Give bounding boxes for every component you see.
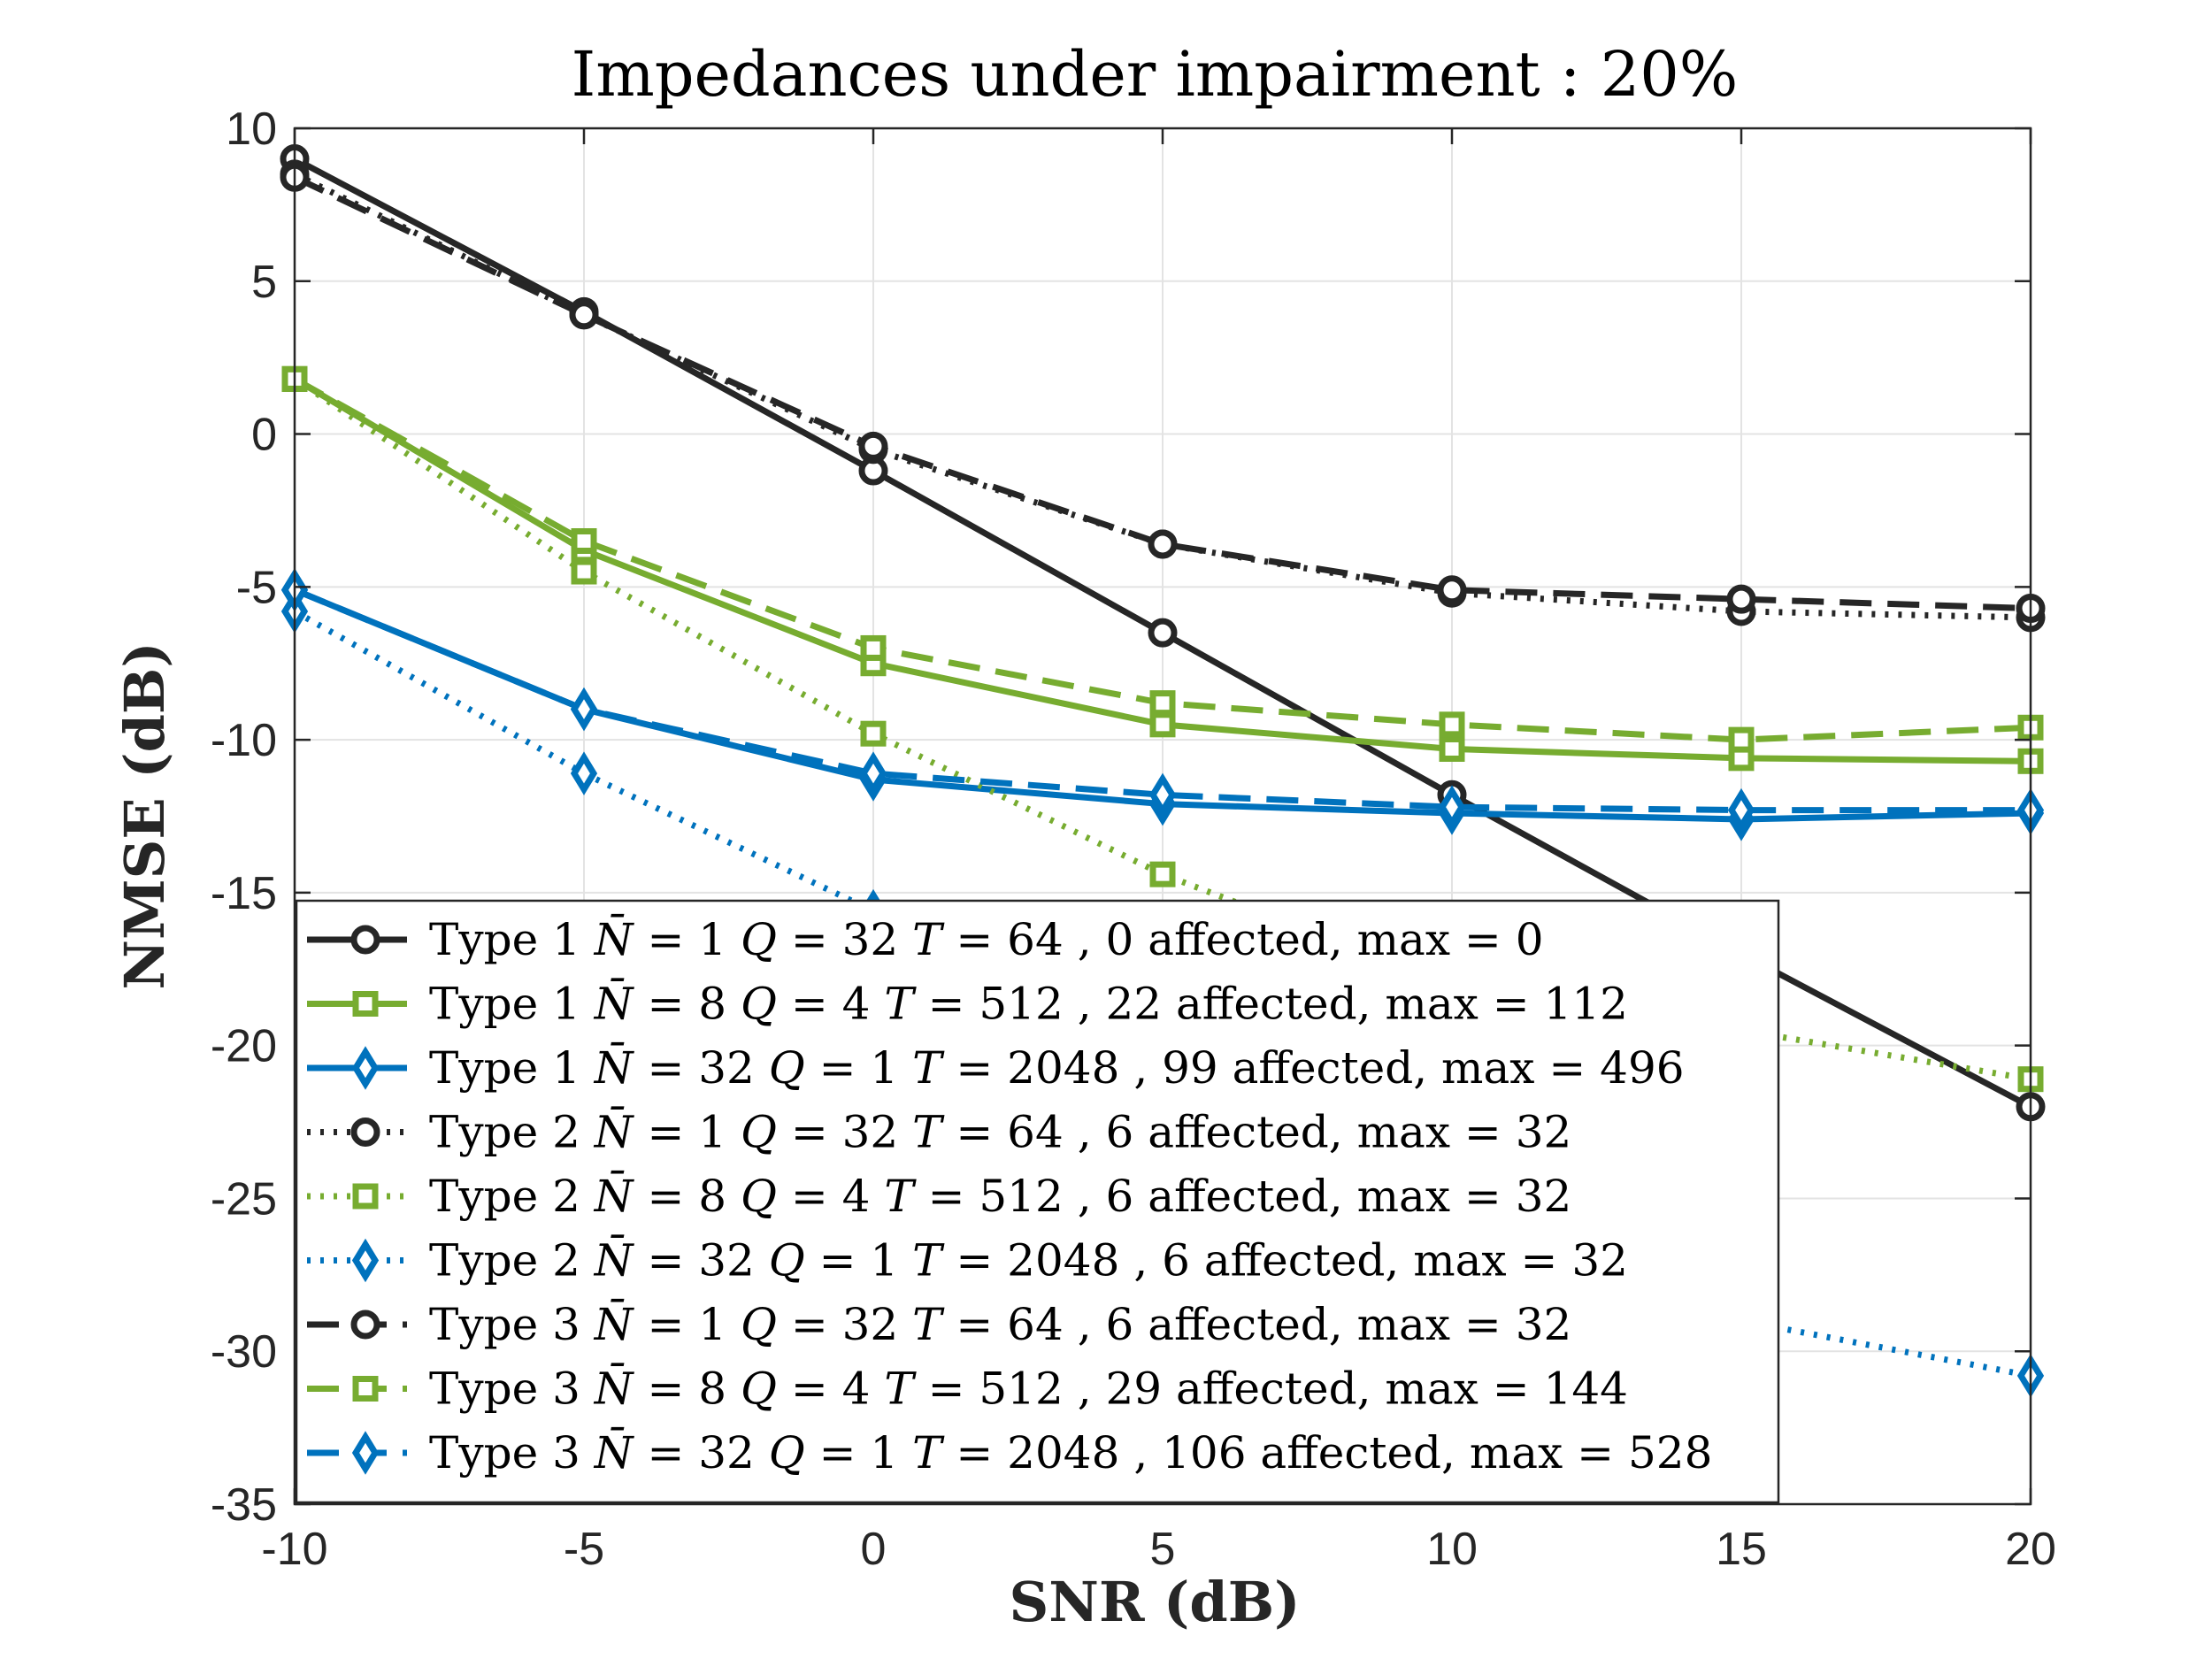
x-tick-label: 15 xyxy=(1716,1524,1767,1575)
legend-label: Type 3 N̄ = 8 Q = 4 T = 512 , 29 affecte… xyxy=(429,1362,1628,1414)
diamond-marker xyxy=(1727,787,1755,833)
circle-marker xyxy=(350,1310,380,1340)
axis-ticks: -10 -5 0 5 10 15 20 10 5 0 -5 -10 -15 -20 -25 -30 -35 xyxy=(211,104,2056,1575)
legend: Type 1 N̄ = 1 Q = 32 T = 64 , 0 affected… xyxy=(295,899,1780,1504)
square-marker xyxy=(1149,861,1176,887)
y-tick-label: -15 xyxy=(211,868,277,919)
diamond-marker xyxy=(351,1046,380,1090)
x-tick-label: 10 xyxy=(1426,1524,1478,1575)
square-marker xyxy=(1149,690,1176,717)
legend-entry: Type 3 N̄ = 32 Q = 1 T = 2048 , 106 affe… xyxy=(307,1426,1712,1479)
legend-entry: Type 2 N̄ = 8 Q = 4 T = 512 , 6 affected… xyxy=(307,1170,1571,1222)
legend-label: Type 2 N̄ = 8 Q = 4 T = 512 , 6 affected… xyxy=(429,1170,1571,1222)
diamond-marker xyxy=(1438,785,1466,829)
legend-entry: Type 1 N̄ = 32 Q = 1 T = 2048 , 99 affec… xyxy=(307,1041,1685,1094)
diamond-marker xyxy=(1148,772,1177,818)
legend-entry: Type 2 N̄ = 1 Q = 32 T = 64 , 6 affected… xyxy=(307,1105,1571,1158)
x-axis-label: SNR (dB) xyxy=(1010,1570,1301,1634)
x-tick-label: 5 xyxy=(1150,1524,1176,1575)
legend-label: Type 3 N̄ = 1 Q = 32 T = 64 , 6 affected… xyxy=(429,1298,1571,1350)
square-marker xyxy=(1728,726,1755,753)
circle-marker xyxy=(1437,575,1467,605)
legend-entry: Type 1 N̄ = 1 Q = 32 T = 64 , 0 affected… xyxy=(307,913,1544,965)
square-marker xyxy=(860,720,887,747)
square-marker xyxy=(1439,711,1465,738)
square-marker xyxy=(1439,735,1465,762)
circle-marker xyxy=(1148,618,1178,648)
series-9 xyxy=(280,568,2045,833)
legend-box xyxy=(295,899,1780,1504)
x-tick-label: -10 xyxy=(261,1524,327,1575)
y-tick-label: -20 xyxy=(211,1021,277,1072)
x-tick-label: -5 xyxy=(564,1524,604,1575)
y-tick-label: -10 xyxy=(211,715,277,766)
x-tick-label: 20 xyxy=(2005,1524,2056,1575)
series-8 xyxy=(281,365,2044,753)
circle-marker xyxy=(350,925,380,955)
chart-title: Impedances under impairment : 20% xyxy=(572,38,1739,111)
square-marker xyxy=(571,558,597,585)
circle-marker xyxy=(1148,529,1178,559)
y-tick-label: -30 xyxy=(211,1326,277,1378)
square-marker xyxy=(352,991,379,1017)
y-tick-label: -35 xyxy=(211,1479,277,1531)
x-tick-label: 0 xyxy=(861,1524,887,1575)
legend-label: Type 2 N̄ = 1 Q = 32 T = 64 , 6 affected… xyxy=(429,1105,1571,1157)
square-marker xyxy=(352,1376,379,1402)
y-tick-label: 5 xyxy=(251,257,277,308)
legend-label: Type 1 N̄ = 32 Q = 1 T = 2048 , 99 affec… xyxy=(429,1041,1685,1094)
diamond-marker xyxy=(570,751,598,795)
y-tick-label: 10 xyxy=(226,104,277,155)
legend-entry: Type 3 N̄ = 1 Q = 32 T = 64 , 6 affected… xyxy=(307,1298,1571,1350)
y-axis-label: NMSE (dB) xyxy=(112,641,177,989)
square-marker xyxy=(1149,711,1176,738)
legend-label: Type 3 N̄ = 32 Q = 1 T = 2048 , 106 affe… xyxy=(429,1426,1712,1479)
legend-label: Type 2 N̄ = 32 Q = 1 T = 2048 , 6 affect… xyxy=(429,1233,1628,1286)
square-marker xyxy=(860,634,887,661)
y-tick-label: 0 xyxy=(251,410,277,461)
square-marker xyxy=(571,528,597,554)
circle-marker xyxy=(858,431,888,461)
legend-entry: Type 2 N̄ = 32 Q = 1 T = 2048 , 6 affect… xyxy=(307,1233,1628,1286)
diamond-marker xyxy=(570,687,598,732)
y-tick-label: -5 xyxy=(236,562,277,613)
y-tick-label: -25 xyxy=(211,1173,277,1225)
series-7 xyxy=(280,162,2046,624)
circle-marker xyxy=(569,300,599,330)
circle-marker xyxy=(1726,584,1756,614)
legend-entry: Type 1 N̄ = 8 Q = 4 T = 512 , 22 affecte… xyxy=(307,977,1628,1030)
legend-label: Type 1 N̄ = 1 Q = 32 T = 64 , 0 affected… xyxy=(429,913,1544,965)
diamond-marker xyxy=(351,1431,380,1475)
legend-label: Type 1 N̄ = 8 Q = 4 T = 512 , 22 affecte… xyxy=(429,977,1628,1029)
square-marker xyxy=(352,1183,379,1210)
legend-entry: Type 3 N̄ = 8 Q = 4 T = 512 , 29 affecte… xyxy=(307,1362,1628,1415)
diamond-marker xyxy=(859,751,887,795)
circle-marker xyxy=(350,1118,380,1147)
diamond-marker xyxy=(351,1238,380,1283)
